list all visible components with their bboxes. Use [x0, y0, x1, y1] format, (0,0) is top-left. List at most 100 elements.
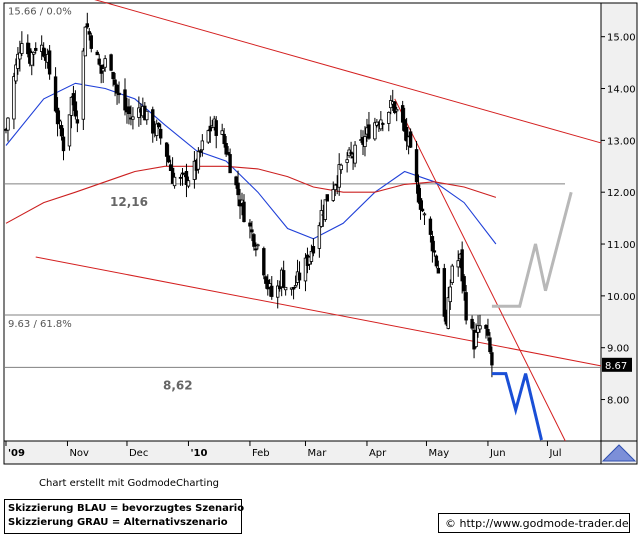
- candle-body: [214, 120, 218, 136]
- candle-body: [270, 285, 274, 297]
- candle-body: [448, 286, 452, 303]
- last-price-marker: 8.67: [601, 357, 637, 462]
- candle-body: [311, 246, 316, 254]
- y-axis-band: [600, 2, 638, 442]
- x-tick-label: Jul: [548, 448, 561, 459]
- candle-body: [256, 244, 260, 247]
- candle-body: [123, 89, 127, 111]
- candle-body: [73, 101, 78, 117]
- candle-body: [470, 318, 474, 329]
- candle-body: [281, 270, 286, 288]
- level-line-label: 15.66 / 0.0%: [8, 6, 72, 17]
- level-value-label: 8,62: [163, 378, 193, 392]
- candle-body: [12, 76, 16, 120]
- candle-body: [464, 292, 468, 321]
- candle-body: [490, 352, 494, 366]
- candle-body: [404, 126, 409, 142]
- candle-body: [393, 101, 397, 113]
- level-value-label: 12,16: [110, 195, 148, 209]
- candle-body: [293, 285, 298, 288]
- level-labels: 12,16 8,62: [110, 195, 193, 392]
- candle-body: [484, 324, 488, 329]
- x-tick-label: Feb: [252, 448, 270, 459]
- candle-body: [331, 188, 335, 201]
- candle-body: [200, 140, 205, 151]
- candle-body: [400, 105, 405, 123]
- candle-body: [34, 47, 38, 51]
- candle-body: [20, 43, 24, 54]
- candle-body: [416, 184, 421, 203]
- indicator-lines: [5, 82, 497, 245]
- candle-body: [478, 325, 482, 330]
- candle-body: [283, 286, 288, 291]
- candle-body: [436, 267, 441, 274]
- candle-body: [224, 143, 228, 155]
- candle-body: [345, 159, 349, 163]
- chart-credit: Chart erstellt mit GodmodeCharting: [39, 478, 219, 489]
- candle-body: [75, 119, 80, 124]
- indicator-line: [5, 82, 497, 245]
- x-axis-ticks: '09 Nov Dec '10 Feb Mar Apr May Jun Jul: [5, 441, 562, 459]
- trendlines: [35, 0, 602, 442]
- candle-body: [319, 210, 324, 227]
- x-tick-label: Nov: [69, 448, 89, 459]
- candle-body: [184, 171, 189, 185]
- candle-body: [488, 337, 492, 353]
- scenario-blau-sketch: [491, 372, 543, 441]
- candle-body: [30, 52, 34, 66]
- candle-body: [101, 68, 105, 72]
- candle-body: [41, 47, 46, 57]
- candle-body: [151, 109, 155, 134]
- candle-body: [434, 255, 439, 267]
- candle-body: [95, 51, 99, 56]
- candle-body: [325, 194, 329, 202]
- candle-body: [137, 107, 141, 118]
- scenario-sketches: [491, 191, 573, 441]
- candle-body: [252, 234, 256, 247]
- candle-body: [111, 71, 115, 80]
- candle-body: [18, 52, 22, 60]
- candle-body: [349, 151, 353, 155]
- candle-body: [83, 26, 88, 57]
- candle-body: [353, 144, 357, 164]
- x-axis-band: [3, 440, 602, 465]
- candle-body: [428, 218, 433, 235]
- source-url[interactable]: © http://www.godmode-trader.de: [438, 513, 630, 533]
- candle-body: [157, 122, 161, 128]
- candle-body: [89, 35, 93, 49]
- legend-blue-scenario: Skizzierung BLAU = bevorzugtes Szenario: [8, 503, 245, 514]
- candle-body: [234, 176, 238, 186]
- candle-body: [291, 286, 296, 290]
- candle-body: [367, 124, 371, 139]
- candle-body: [6, 117, 10, 131]
- y-tick-label: 15.00: [607, 33, 636, 44]
- candle-body: [414, 149, 419, 183]
- x-tick-label: Jun: [489, 448, 506, 459]
- candle-body: [422, 213, 427, 216]
- candle-body: [442, 268, 447, 317]
- candle-body: [462, 276, 466, 292]
- candle-body: [57, 119, 62, 122]
- candle-body: [208, 125, 212, 132]
- level-lines: 15.66 / 0.0% 9.63 / 61.8%: [4, 1, 601, 368]
- scenario-grau-sketch: [491, 191, 573, 308]
- candle-body: [178, 176, 183, 179]
- candle-body: [337, 164, 341, 188]
- candle-body: [333, 184, 337, 191]
- candle-body: [196, 151, 201, 170]
- candle-body: [67, 114, 72, 147]
- candle-body: [222, 133, 226, 145]
- candle-body: [277, 285, 282, 290]
- x-tick-label: '09: [8, 448, 25, 459]
- y-tick-label: 10.00: [607, 292, 636, 303]
- candle-body: [32, 51, 36, 55]
- candle-body: [460, 249, 464, 282]
- candle-body: [317, 225, 322, 249]
- candle-body: [236, 182, 240, 196]
- candle-body: [446, 297, 450, 329]
- candle-body: [113, 79, 117, 85]
- candle-body: [97, 58, 101, 65]
- candle-body: [402, 119, 407, 132]
- candle-body: [262, 248, 266, 276]
